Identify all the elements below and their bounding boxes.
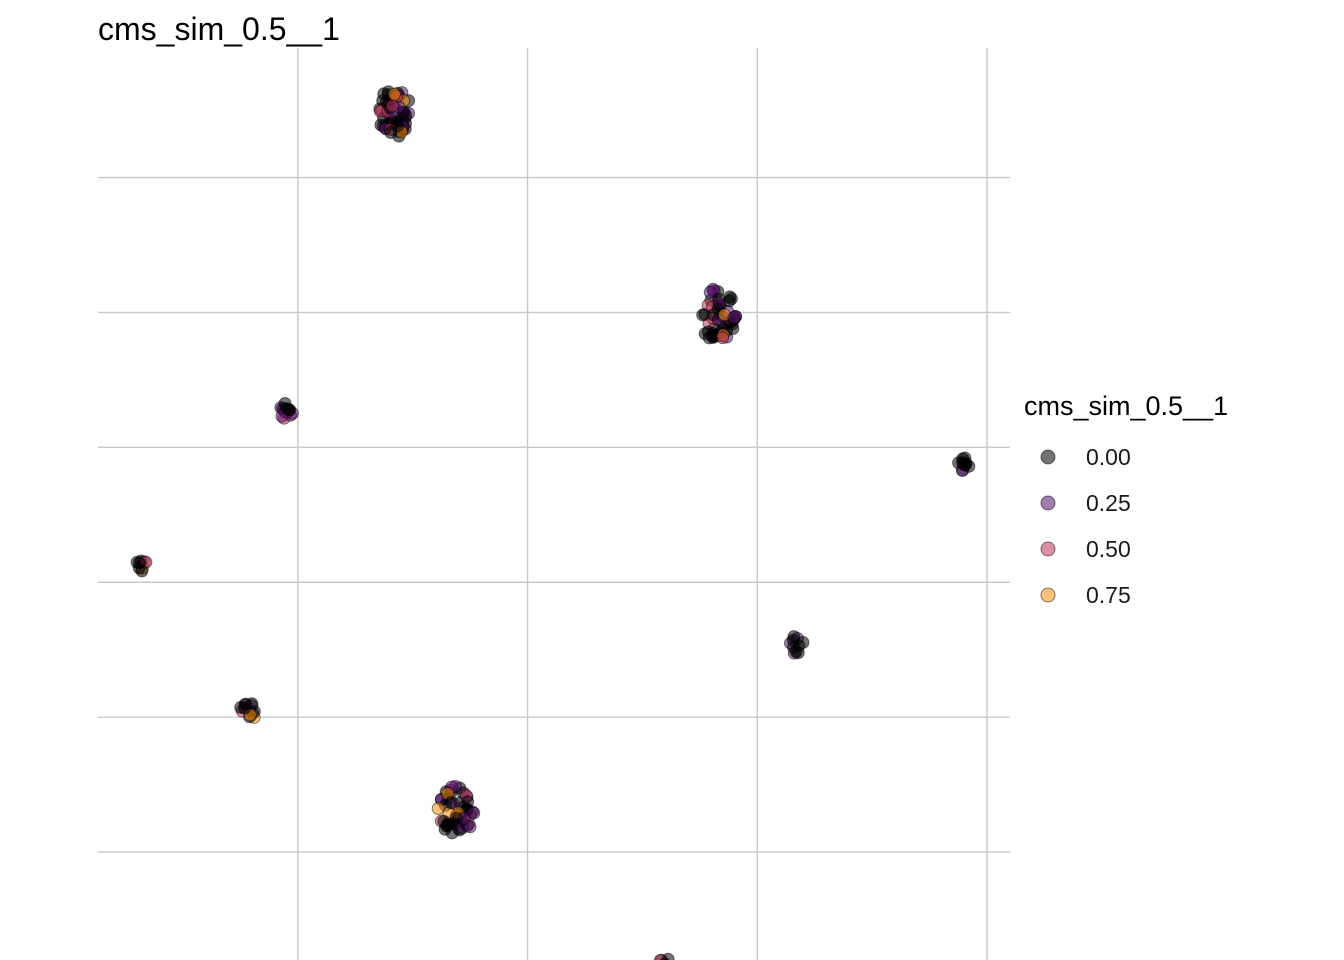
data-point [238,701,252,715]
data-point [962,459,976,473]
legend-key-0 [1040,449,1056,465]
legend-label-3: 0.75 [1086,582,1131,608]
data-point [387,87,401,101]
legend-label-2: 0.50 [1086,536,1131,562]
cluster-top [373,85,416,143]
data-point [384,125,398,139]
legend-key-2 [1040,541,1056,557]
chart-title: cms_sim_0.5__1 [98,11,340,47]
data-point [449,811,463,825]
cluster-right-mid [783,630,810,660]
data-point [132,556,146,570]
data-point [444,796,458,810]
data-point [723,290,737,304]
grid-lines [98,48,1010,960]
cluster-far-left [130,554,153,578]
data-point [727,311,741,325]
cluster-bottom [653,952,675,960]
data-point [786,633,800,647]
legend-key-1 [1040,495,1056,511]
legend: cms_sim_0.5__1 0.00 0.25 0.50 0.75 [1024,391,1228,608]
data-points [130,85,976,960]
cluster-upper-right [696,282,743,345]
cluster-lower-left [234,697,261,724]
data-point [431,802,445,816]
cluster-left-mid [274,397,299,425]
data-point [385,99,399,113]
data-point [278,397,292,411]
data-point [716,331,730,345]
legend-label-1: 0.25 [1086,490,1131,516]
data-point [696,308,710,322]
cluster-bottom-center [431,780,481,840]
legend-key-3 [1040,587,1056,603]
data-point [703,285,717,299]
data-point [437,814,451,828]
data-point [461,795,475,809]
legend-title: cms_sim_0.5__1 [1024,391,1228,421]
cluster-far-right [952,451,976,477]
legend-label-0: 0.00 [1086,444,1131,470]
